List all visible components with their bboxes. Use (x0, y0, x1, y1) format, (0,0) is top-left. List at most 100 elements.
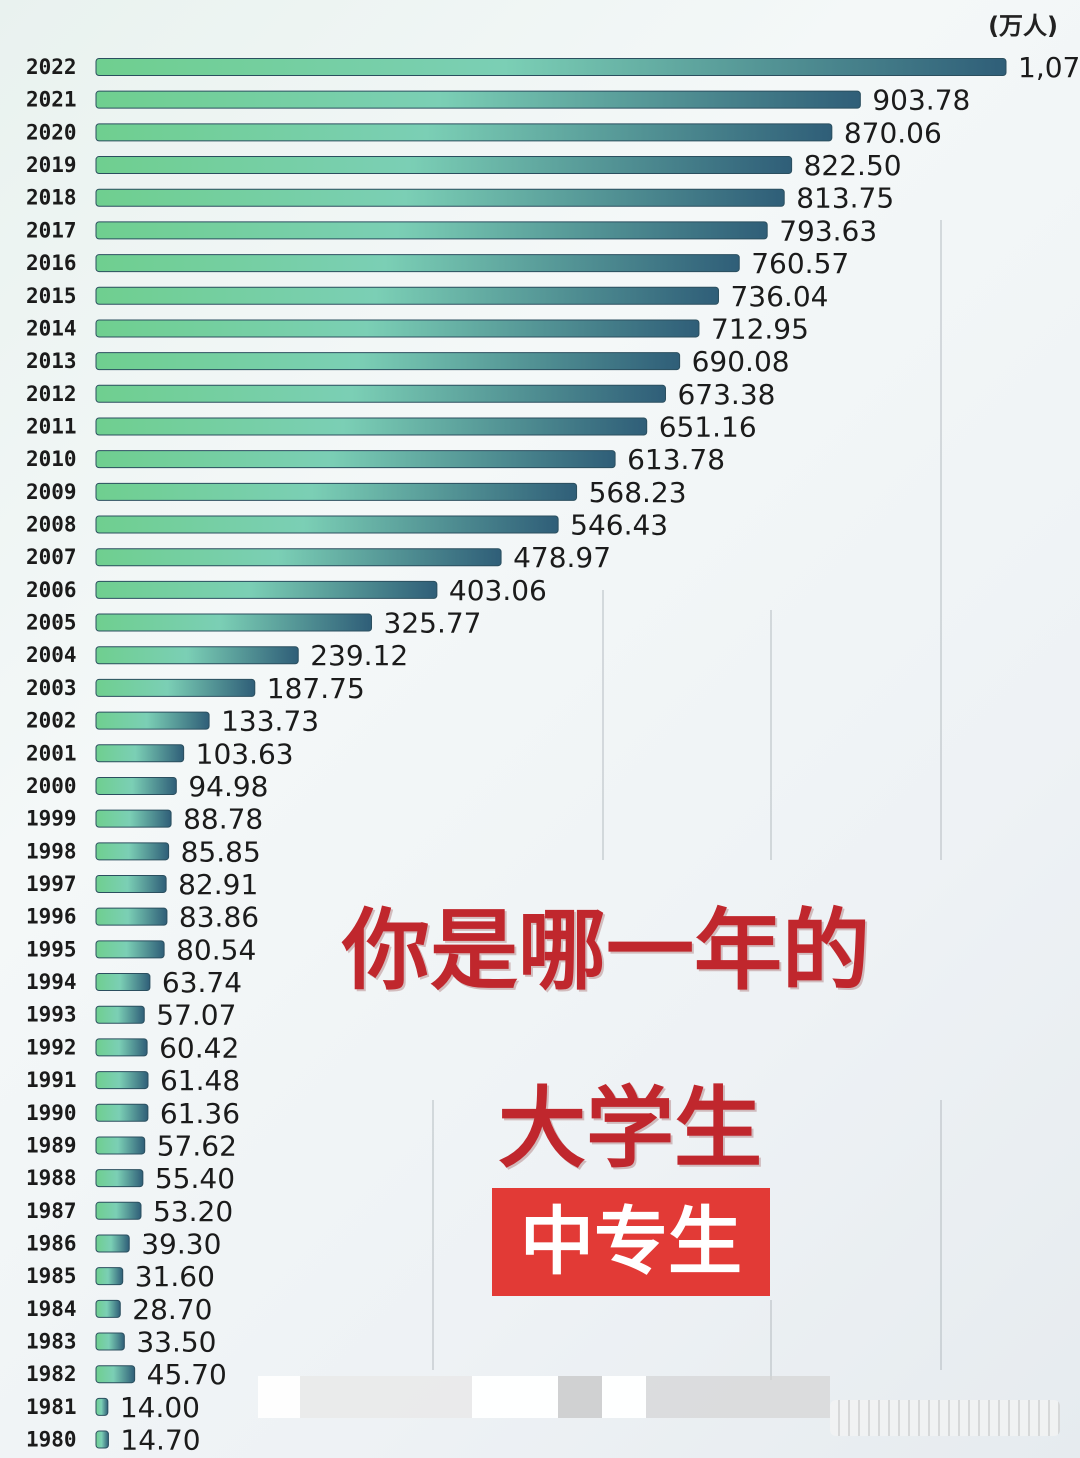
year-tick-label: 1984 (26, 1297, 77, 1321)
bar (95, 58, 1007, 76)
value-label: 14.00 (120, 1391, 200, 1424)
year-tick-label: 2014 (26, 316, 77, 340)
year-tick-label: 2017 (26, 218, 77, 242)
bar (95, 1103, 149, 1122)
year-tick-label: 2011 (26, 414, 77, 438)
year-tick-label: 1998 (26, 839, 77, 863)
year-tick-label: 2021 (26, 88, 77, 112)
unit-label: (万人) (988, 12, 1058, 40)
year-tick-label: 2015 (26, 284, 77, 308)
value-label: 60.42 (159, 1031, 239, 1064)
bar (95, 744, 185, 763)
value-label: 1,076 (1018, 51, 1080, 84)
bar (95, 1299, 121, 1318)
value-label: 760.57 (751, 247, 849, 280)
value-label: 813.75 (796, 182, 894, 215)
year-tick-label: 2007 (26, 545, 77, 569)
value-label: 133.73 (221, 705, 319, 738)
bar (95, 940, 165, 959)
gridline (432, 1100, 434, 1370)
value-label: 103.63 (196, 737, 294, 770)
value-label: 57.07 (156, 999, 236, 1032)
value-label: 478.97 (513, 541, 611, 574)
value-label: 822.50 (804, 149, 902, 182)
value-label: 94.98 (188, 770, 268, 803)
value-label: 673.38 (677, 378, 775, 411)
value-label: 61.36 (160, 1097, 240, 1130)
value-label: 187.75 (267, 672, 365, 705)
bar (95, 352, 681, 371)
headline-text: 你是哪一年的 (342, 899, 871, 1002)
bar (95, 1169, 144, 1188)
year-tick-label: 2020 (26, 120, 77, 144)
bar (95, 678, 256, 697)
bar (95, 1365, 136, 1384)
bar (95, 90, 861, 109)
value-label: 33.50 (136, 1326, 216, 1359)
value-label: 31.60 (135, 1260, 215, 1293)
year-tick-label: 1991 (26, 1068, 77, 1092)
bar (95, 613, 373, 632)
bar (95, 254, 740, 273)
value-label: 736.04 (730, 280, 828, 313)
year-tick-label: 1996 (26, 905, 77, 929)
year-tick-label: 2013 (26, 349, 77, 373)
gridline (770, 1300, 772, 1380)
bar (95, 450, 616, 469)
gridline (940, 1100, 942, 1370)
blur-block (646, 1376, 830, 1418)
blur-block (472, 1376, 558, 1418)
bar (95, 875, 167, 893)
year-tick-label: 2000 (26, 774, 77, 798)
blur-block (830, 1400, 1060, 1436)
bar (95, 776, 177, 795)
bar (95, 580, 438, 599)
bar (95, 548, 502, 567)
value-label: 39.30 (141, 1227, 221, 1260)
year-tick-label: 1993 (26, 1003, 77, 1027)
bar (95, 1430, 109, 1449)
value-label: 903.78 (872, 84, 970, 117)
bar (95, 646, 299, 665)
year-tick-label: 2022 (26, 55, 77, 79)
bar (95, 221, 768, 240)
year-tick-label: 2005 (26, 611, 77, 635)
year-tick-label: 1989 (26, 1133, 77, 1157)
value-label: 82.91 (178, 868, 258, 901)
bar (95, 1038, 148, 1057)
year-tick-label: 2012 (26, 382, 77, 406)
value-label: 53.20 (153, 1195, 233, 1228)
value-label: 568.23 (589, 476, 687, 509)
year-tick-label: 2002 (26, 709, 77, 733)
value-label: 80.54 (176, 933, 256, 966)
value-label: 651.16 (659, 410, 757, 443)
value-label: 63.74 (162, 966, 242, 999)
gridline (770, 610, 772, 860)
year-tick-label: 2003 (26, 676, 77, 700)
bar (95, 1397, 109, 1416)
value-label: 870.06 (844, 116, 942, 149)
value-label: 14.70 (120, 1424, 200, 1457)
year-tick-label: 2009 (26, 480, 77, 504)
year-tick-label: 1999 (26, 807, 77, 831)
bar (95, 1136, 146, 1155)
bar (95, 1267, 124, 1286)
year-tick-label: 2019 (26, 153, 77, 177)
value-label: 28.70 (132, 1293, 212, 1326)
year-tick-label: 1983 (26, 1330, 77, 1354)
bar (95, 1005, 145, 1024)
year-tick-label: 2008 (26, 513, 77, 537)
blur-block (258, 1376, 300, 1418)
bar (95, 384, 666, 403)
value-label: 325.77 (384, 607, 482, 640)
blur-block (300, 1376, 472, 1418)
gridline (940, 220, 942, 860)
badge-label: 中专生 (492, 1188, 770, 1296)
value-label: 85.85 (181, 835, 261, 868)
year-tick-label: 1992 (26, 1035, 77, 1059)
value-label: 55.40 (155, 1162, 235, 1195)
year-tick-label: 1995 (26, 937, 77, 961)
year-tick-label: 1982 (26, 1362, 77, 1386)
year-tick-label: 1988 (26, 1166, 77, 1190)
